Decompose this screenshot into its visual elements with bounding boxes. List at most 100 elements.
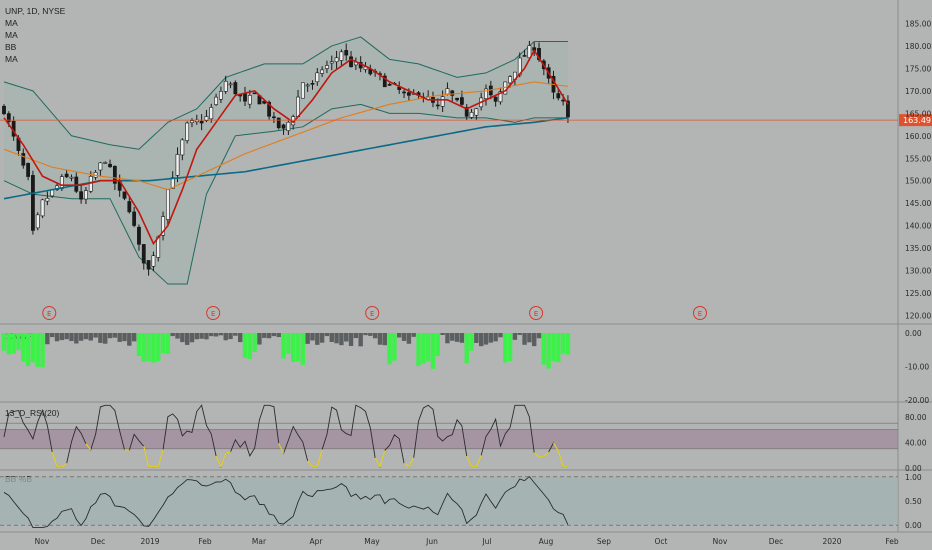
earnings-circle	[529, 306, 544, 320]
candle	[310, 80, 315, 90]
candle-body	[199, 120, 204, 124]
candle-body	[382, 75, 387, 88]
wvf-bar	[401, 333, 407, 341]
wvf-bar	[247, 333, 253, 359]
wvf-bar	[276, 333, 281, 338]
candle-body	[185, 122, 190, 141]
earnings-label: E	[211, 310, 215, 318]
candle-body	[2, 105, 6, 115]
wvf-bar	[541, 333, 547, 365]
candle-body	[402, 91, 406, 94]
candle	[21, 148, 26, 169]
wvf-bar	[266, 333, 272, 339]
wvf-bar	[382, 333, 387, 346]
candle-body	[344, 50, 349, 56]
percentb-tick-label: 0.50	[905, 497, 922, 506]
rsi-tick-label: 40.00	[905, 438, 927, 447]
wvf-bar	[88, 333, 93, 341]
candle-body	[566, 100, 570, 118]
wvf-bar	[498, 333, 503, 338]
wvf-bar	[527, 333, 532, 343]
bollinger-fill	[4, 36, 568, 285]
time-tick-label: Dec	[91, 537, 106, 546]
legend-entry-ma3[interactable]: MA	[5, 54, 18, 64]
legend-entry-ma2[interactable]: MA	[5, 30, 18, 40]
wvf-bar	[377, 333, 383, 345]
candle-body	[349, 56, 353, 68]
wvf-bar	[21, 333, 26, 362]
candle-body	[74, 176, 79, 192]
candle	[190, 118, 194, 128]
wvf-bar	[6, 333, 12, 355]
wvf-bar	[16, 333, 21, 351]
candle	[339, 49, 344, 67]
candle	[402, 89, 406, 99]
time-tick-label: 2019	[140, 537, 159, 546]
candle	[45, 191, 50, 206]
rsi-oversold-segment	[466, 455, 473, 467]
time-tick-label: Nov	[35, 537, 50, 546]
earnings-marker: E	[529, 306, 544, 320]
candle-body	[165, 189, 170, 220]
time-tick-label: Jul	[481, 537, 491, 546]
wvf-bar	[363, 333, 368, 336]
earnings-marker: E	[42, 306, 57, 320]
wvf-bar	[464, 333, 469, 364]
wvf-bar	[194, 333, 199, 340]
candle-body	[35, 214, 40, 229]
candle-body	[445, 88, 450, 95]
rsi-band	[0, 429, 898, 449]
candle-body	[223, 80, 228, 92]
candle	[219, 86, 223, 104]
wvf-bar	[300, 333, 306, 365]
rsi-pane-title: 13_D_RSI(20)	[5, 408, 60, 418]
candle-body	[59, 176, 64, 189]
wvf-bar	[156, 333, 161, 362]
wvf-bar	[339, 333, 344, 346]
wvf-bar	[291, 333, 296, 362]
wvf-bar	[189, 333, 195, 343]
rsi-oversold-segment	[307, 460, 313, 468]
rsi-oversold-segment	[225, 451, 231, 454]
time-tick-label: Feb	[885, 537, 899, 546]
candle-body	[214, 96, 218, 105]
wvf-bar	[59, 333, 65, 341]
wvf-bar	[315, 333, 320, 345]
wvf-bar	[83, 333, 89, 340]
wvf-bar	[416, 333, 421, 367]
wvf-bar	[252, 333, 257, 352]
candle-body	[6, 113, 11, 122]
symbol-line: UNP, 1D, NYSE	[5, 6, 66, 16]
legend-entry-ma1[interactable]: MA	[5, 18, 18, 28]
wvf-bar	[233, 333, 238, 336]
candle	[484, 84, 488, 106]
wvf-bar	[319, 333, 325, 343]
wvf-bar	[30, 333, 36, 363]
candle	[209, 103, 214, 123]
candle-body	[498, 91, 503, 103]
price-tick-label: 150.00	[905, 177, 931, 186]
legend-entry-bb[interactable]: BB	[5, 42, 17, 52]
wvf-bar	[493, 333, 498, 342]
wvf-bar	[522, 333, 527, 345]
candle-body	[281, 124, 286, 129]
wvf-bar	[406, 333, 412, 344]
price-tick-label: 155.00	[905, 154, 931, 163]
candle-body	[141, 244, 146, 264]
candle-body	[170, 177, 175, 189]
wvf-bar	[136, 333, 142, 357]
percentb-tick-label: 0.00	[905, 521, 922, 530]
wvf-bar	[560, 333, 566, 354]
time-tick-label: Oct	[655, 537, 668, 546]
candle-body	[508, 76, 513, 84]
earnings-marker: E	[692, 306, 707, 320]
wvf-bar	[45, 333, 50, 345]
wvf-bar	[348, 333, 354, 347]
wvf-bar	[180, 333, 185, 343]
wvf-bar	[127, 333, 132, 346]
wvf-bar	[122, 333, 127, 342]
wvf-bar	[64, 333, 69, 340]
candle	[464, 104, 469, 121]
wvf-bar	[368, 333, 373, 336]
